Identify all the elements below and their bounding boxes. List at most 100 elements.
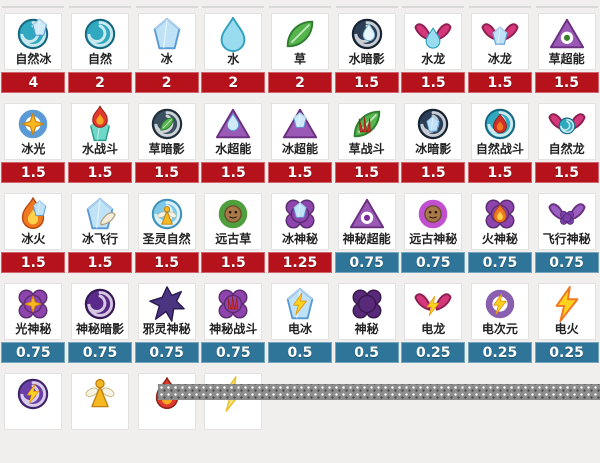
type-label: 远古草 (215, 232, 252, 246)
multiplier-badge: 1.5 (467, 162, 532, 183)
clipped-previous-row-borders (0, 0, 600, 8)
mystic-psychic-icon (349, 198, 384, 229)
nature-ice-icon (18, 18, 49, 50)
type-label: 神秘 (354, 322, 379, 336)
type-label: 电冰 (287, 322, 312, 336)
multiplier-badge: 0.75 (1, 342, 66, 363)
type-label: 圣灵自然 (142, 232, 191, 246)
type-cell: 飞行神秘 0.75 (534, 193, 599, 283)
multiplier-badge: 2 (134, 72, 199, 93)
fire-mystic-icon (485, 199, 515, 229)
clipped-cell-border (2, 0, 65, 8)
mystic-fighting-icon (218, 289, 248, 319)
multiplier-badge: 2 (267, 72, 332, 93)
type-cell: 冰飞行 1.5 (67, 193, 132, 283)
multiplier-badge: 2 (67, 72, 132, 93)
type-label: 水龙 (421, 52, 446, 66)
type-label: 远古神秘 (409, 232, 458, 246)
type-cell: 神秘暗影 0.75 (67, 283, 132, 373)
type-cell: 冰光 1.5 (1, 103, 66, 193)
multiplier-badge: 4 (1, 72, 66, 93)
type-cell-box: 远古草 (204, 193, 263, 250)
multiplier-badge: 1.5 (1, 252, 66, 273)
type-label: 冰光 (21, 142, 46, 156)
type-label: 草暗影 (148, 142, 185, 156)
type-cell-box: 水 (204, 13, 263, 70)
multiplier-badge: 0.75 (534, 252, 599, 273)
multiplier-badge: 0.5 (267, 342, 332, 363)
type-cell: 水龙 1.5 (401, 13, 466, 103)
type-label: 自然冰 (15, 52, 52, 66)
water-icon (220, 16, 246, 52)
type-cell-box: 电冰 (270, 283, 329, 340)
type-cell: 电龙 0.25 (401, 283, 466, 373)
type-label: 水战斗 (81, 142, 118, 156)
grass-psychic-icon (549, 18, 584, 49)
type-cell-box: 草超能 (537, 13, 596, 70)
type-label: 神秘超能 (342, 232, 391, 246)
type-cell-box: 冰超能 (270, 103, 329, 160)
type-cell: 远古草 1.5 (201, 193, 266, 283)
type-cell: 水超能 1.5 (201, 103, 266, 193)
type-cell-box (4, 373, 63, 430)
multiplier-badge: 0.75 (401, 252, 466, 273)
type-cell-box: 神秘 (337, 283, 396, 340)
multiplier-badge: 1.5 (201, 162, 266, 183)
multiplier-badge: 1.5 (334, 72, 399, 93)
multiplier-badge: 0.5 (334, 342, 399, 363)
evil-mystic-icon (148, 286, 185, 322)
type-cell: 草 2 (267, 13, 332, 103)
type-cell: 神秘 0.5 (334, 283, 399, 373)
multiplier-badge: 0.75 (67, 342, 132, 363)
type-label: 冰 (160, 52, 173, 66)
type-label: 水超能 (215, 142, 252, 156)
type-label: 水暗影 (348, 52, 385, 66)
water-fighting-icon (90, 105, 110, 142)
ice-light-icon (19, 109, 48, 139)
type-cell-box: 水龙 (404, 13, 463, 70)
type-cell: 冰龙 1.5 (467, 13, 532, 103)
type-cell-box: 水暗影 (337, 13, 396, 70)
type-cell-box (204, 373, 263, 430)
multiplier-badge: 1.5 (1, 162, 66, 183)
type-cell: 冰神秘 1.25 (267, 193, 332, 283)
clipped-cell-border (468, 0, 531, 8)
multiplier-badge: 0.75 (334, 252, 399, 273)
ice-dragon-icon (481, 23, 519, 45)
type-cell-box: 火神秘 (470, 193, 529, 250)
electric-dimension-icon (485, 289, 515, 319)
multiplier-badge: 1.5 (67, 252, 132, 273)
type-cell: 火神秘 0.75 (467, 193, 532, 283)
type-label: 冰暗影 (415, 142, 452, 156)
type-cell: 冰超能 1.5 (267, 103, 332, 193)
clipped-cell-border (268, 0, 331, 8)
multiplier-badge: 0.75 (134, 342, 199, 363)
type-label: 冰火 (21, 232, 46, 246)
electric-ice-icon (286, 287, 314, 320)
type-label: 冰飞行 (81, 232, 118, 246)
type-cell: 圣灵自然 1.5 (134, 193, 199, 283)
grass-fighting-icon (353, 110, 380, 138)
ice-shadow-icon (418, 108, 449, 140)
type-cell: 神秘战斗 0.75 (201, 283, 266, 373)
type-cell: 水 2 (201, 13, 266, 103)
nature-icon (84, 18, 116, 50)
type-cell: 冰火 1.5 (1, 193, 66, 283)
type-cell: 电火 0.25 (534, 283, 599, 373)
multiplier-badge: 0.25 (534, 342, 599, 363)
type-cell-box: 草暗影 (137, 103, 196, 160)
grass-shadow-icon (151, 108, 182, 140)
ice-icon (153, 17, 180, 50)
clipped-cell-border (402, 0, 465, 8)
multiplier-badge: 1.5 (534, 162, 599, 183)
ice-flying-icon (86, 197, 116, 230)
clipped-cell-border (335, 0, 398, 8)
type-label: 水 (227, 52, 240, 66)
type-cell-box: 自然 (70, 13, 129, 70)
type-cell-box: 自然战斗 (470, 103, 529, 160)
type-label: 电火 (554, 322, 579, 336)
multiplier-badge: 1.5 (267, 162, 332, 183)
type-cell-box: 远古神秘 (404, 193, 463, 250)
ancient-grass-icon (219, 199, 248, 229)
multiplier-badge: 1.5 (401, 72, 466, 93)
